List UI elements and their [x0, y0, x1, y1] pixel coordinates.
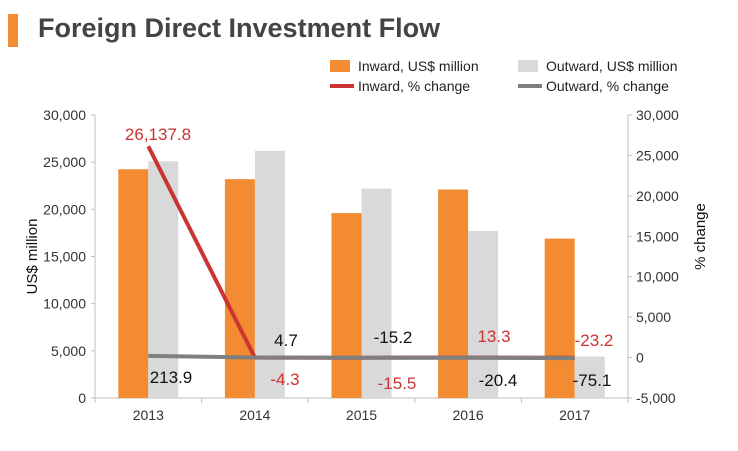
legend-swatch: [330, 60, 350, 72]
legend-label: Outward, % change: [546, 78, 669, 94]
y-left-tick-label: 5,000: [51, 343, 86, 359]
inward-change-label: 13.3: [477, 327, 510, 346]
outward-change-label: -75.1: [573, 371, 612, 390]
legend-label: Outward, US$ million: [546, 58, 678, 74]
y-right-tick-label: 10,000: [636, 269, 679, 285]
y-axis-right-title: % change: [692, 203, 709, 270]
outward-bar: [574, 356, 605, 398]
y-right-tick-label: 25,000: [636, 147, 679, 163]
legend-swatch: [518, 60, 538, 72]
data-labels: 26,137.8 -4.3 -15.5 13.3 -23.2 213.9 4.7 -15.2 -…: [125, 125, 613, 393]
y-right-tick-label: 5,000: [636, 309, 671, 325]
y-right-tick-label: 0: [636, 350, 644, 366]
inward-bar: [224, 179, 255, 398]
y-left-tick-label: 30,000: [43, 107, 86, 123]
outward-change-label: -20.4: [479, 371, 518, 390]
lines: [146, 145, 575, 361]
x-tick-label: 2013: [133, 407, 164, 423]
outward-bar: [468, 231, 499, 398]
y-right-tick-label: -5,000: [636, 390, 676, 406]
chart-title: Foreign Direct Investment Flow: [38, 13, 441, 43]
outward-change-label: -15.2: [374, 328, 413, 347]
x-tick-label: 2016: [453, 407, 484, 423]
y-left-tick-label: 25,000: [43, 154, 86, 170]
inward-bar: [438, 189, 469, 398]
outward-bar: [361, 188, 392, 398]
inward-change-label: -23.2: [575, 331, 614, 350]
y-right-tick-label: 20,000: [636, 188, 679, 204]
y-left-tick-label: 0: [78, 390, 86, 406]
inward-change-label: -4.3: [270, 370, 299, 389]
y-left-tick-label: 20,000: [43, 201, 86, 217]
outward-change-label: 213.9: [150, 368, 193, 387]
inward-bar: [331, 213, 362, 398]
outward-change-line: [148, 353, 575, 361]
bars: [118, 150, 605, 398]
inward-change-label: -15.5: [378, 374, 417, 393]
y-right-tick-label: 15,000: [636, 228, 679, 244]
y-left-tick-label: 10,000: [43, 296, 86, 312]
legend: Inward, US$ million Outward, US$ million I…: [330, 58, 678, 94]
x-tick-label: 2014: [239, 407, 270, 423]
y-left-tick-label: 15,000: [43, 249, 86, 265]
y-right-tick-label: 30,000: [636, 107, 679, 123]
inward-bar: [118, 169, 149, 398]
x-tick-label: 2017: [559, 407, 590, 423]
y-axis-left-title: US$ million: [24, 219, 41, 295]
title-accent-bar: [8, 14, 18, 47]
x-tick-label: 2015: [346, 407, 377, 423]
inward-bar: [544, 238, 575, 398]
axes: 0 5,000 10,000 15,000 20,000 25,000 30,000 -5,0…: [24, 107, 709, 423]
outward-change-label: 4.7: [274, 331, 298, 350]
legend-label: Inward, US$ million: [358, 58, 479, 74]
outward-bar: [254, 150, 285, 398]
outward-bar: [148, 161, 179, 398]
legend-label: Inward, % change: [358, 78, 470, 94]
inward-change-label: 26,137.8: [125, 125, 191, 144]
